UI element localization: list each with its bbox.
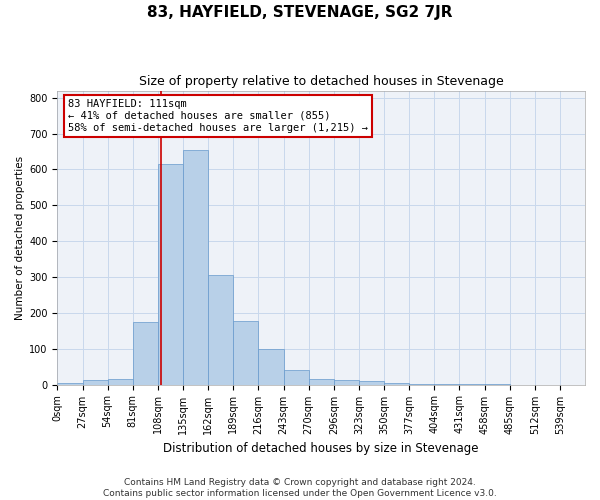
- Bar: [83, 380, 107, 384]
- Bar: [284, 370, 308, 384]
- Bar: [384, 383, 409, 384]
- Bar: [133, 322, 158, 384]
- Bar: [158, 164, 183, 384]
- Text: 83 HAYFIELD: 111sqm
← 41% of detached houses are smaller (855)
58% of semi-detac: 83 HAYFIELD: 111sqm ← 41% of detached ho…: [68, 100, 368, 132]
- Bar: [233, 320, 259, 384]
- Bar: [58, 383, 83, 384]
- Bar: [308, 379, 334, 384]
- Bar: [259, 350, 284, 384]
- Bar: [334, 380, 359, 384]
- Bar: [359, 381, 384, 384]
- Y-axis label: Number of detached properties: Number of detached properties: [15, 156, 25, 320]
- Bar: [183, 150, 208, 384]
- Bar: [208, 275, 233, 384]
- X-axis label: Distribution of detached houses by size in Stevenage: Distribution of detached houses by size …: [163, 442, 479, 455]
- Text: Contains HM Land Registry data © Crown copyright and database right 2024.
Contai: Contains HM Land Registry data © Crown c…: [103, 478, 497, 498]
- Bar: [107, 379, 133, 384]
- Text: 83, HAYFIELD, STEVENAGE, SG2 7JR: 83, HAYFIELD, STEVENAGE, SG2 7JR: [147, 5, 453, 20]
- Title: Size of property relative to detached houses in Stevenage: Size of property relative to detached ho…: [139, 75, 503, 88]
